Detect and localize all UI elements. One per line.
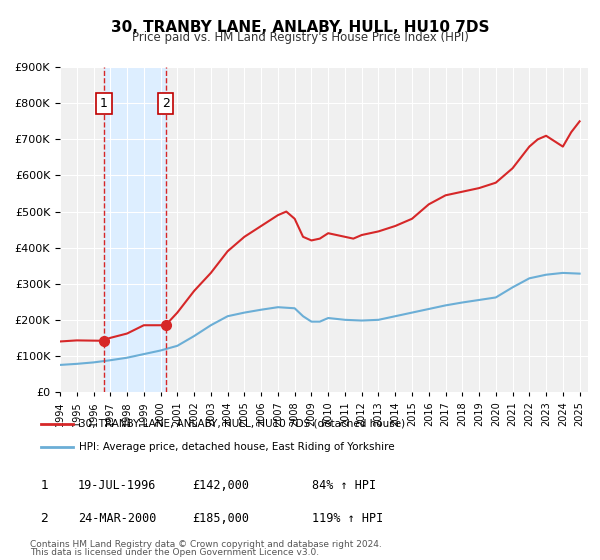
Text: 119% ↑ HPI: 119% ↑ HPI — [312, 511, 383, 525]
Bar — [104, 67, 166, 392]
Text: 30, TRANBY LANE, ANLABY, HULL, HU10 7DS: 30, TRANBY LANE, ANLABY, HULL, HU10 7DS — [111, 20, 489, 35]
Text: 24-MAR-2000: 24-MAR-2000 — [78, 511, 157, 525]
Text: £185,000: £185,000 — [192, 511, 249, 525]
Text: £142,000: £142,000 — [192, 479, 249, 492]
Text: 30, TRANBY LANE, ANLABY, HULL, HU10 7DS (detached house): 30, TRANBY LANE, ANLABY, HULL, HU10 7DS … — [79, 419, 405, 429]
Text: 2: 2 — [162, 97, 170, 110]
Text: Contains HM Land Registry data © Crown copyright and database right 2024.: Contains HM Land Registry data © Crown c… — [30, 540, 382, 549]
Text: 2: 2 — [40, 511, 49, 525]
Text: Price paid vs. HM Land Registry's House Price Index (HPI): Price paid vs. HM Land Registry's House … — [131, 31, 469, 44]
Text: 84% ↑ HPI: 84% ↑ HPI — [312, 479, 376, 492]
Text: HPI: Average price, detached house, East Riding of Yorkshire: HPI: Average price, detached house, East… — [79, 442, 394, 452]
Text: 1: 1 — [100, 97, 108, 110]
Text: 19-JUL-1996: 19-JUL-1996 — [78, 479, 157, 492]
Text: 1: 1 — [40, 479, 49, 492]
Text: This data is licensed under the Open Government Licence v3.0.: This data is licensed under the Open Gov… — [30, 548, 319, 557]
